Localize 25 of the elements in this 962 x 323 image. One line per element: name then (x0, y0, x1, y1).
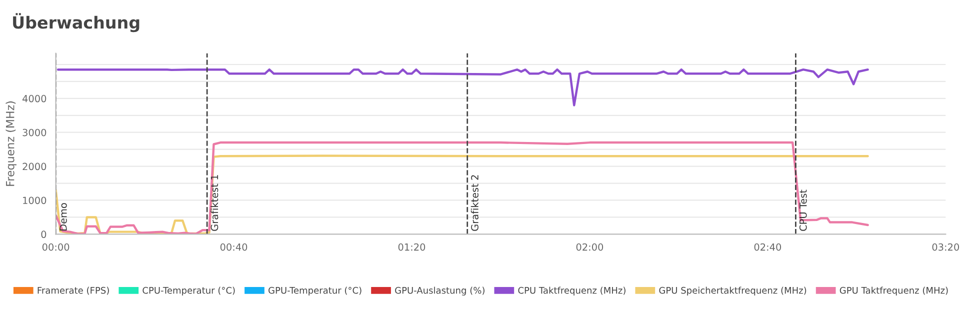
y-tick-label: 4000 (22, 94, 46, 102)
x-tick-label: 03:20 (932, 243, 960, 251)
ref-line-label: Grafiktest 2 (470, 175, 478, 231)
y-tick-label: 3000 (22, 128, 46, 136)
ref-line-label: Grafiktest 1 (210, 175, 218, 231)
y-tick-label: 1000 (23, 196, 46, 204)
ref-line-label: Demo (60, 203, 67, 231)
legend-label: CPU-Temperatur (°C) (142, 286, 235, 296)
legend-label: GPU Taktfrequenz (MHz) (840, 286, 948, 296)
chart-title: Überwachung (13, 13, 140, 32)
line-series (56, 68, 869, 106)
ref-line-label: CPU Test (799, 190, 807, 231)
x-tick-label: 00:00 (42, 243, 70, 251)
x-tick-label: 02:00 (576, 243, 604, 251)
legend-label: GPU Speichertaktfrequenz (MHz) (659, 286, 806, 296)
x-tick-label: 02:40 (754, 243, 782, 251)
legend-label: GPU-Temperatur (°C) (268, 286, 362, 296)
y-tick-label: 0 (41, 230, 46, 238)
x-tick-label: 01:20 (398, 243, 426, 251)
legend-label: CPU Taktfrequenz (MHz) (518, 286, 626, 296)
y-tick-label: 2000 (22, 162, 46, 170)
x-tick-label: 00:40 (220, 243, 248, 251)
legend-label: GPU-Auslastung (%) (395, 286, 484, 296)
y-axis-title: Frequenz (MHz) (6, 101, 16, 186)
legend-label: Framerate (FPS) (38, 286, 109, 295)
